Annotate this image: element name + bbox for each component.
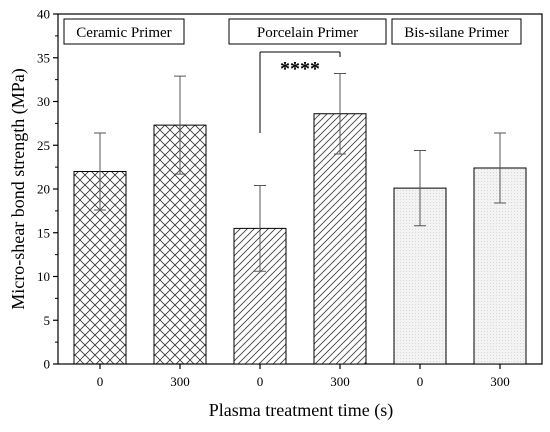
y-tick-label: 10 [37, 269, 50, 284]
group-label: Bis-silane Primer [404, 25, 509, 41]
y-tick-label: 5 [44, 313, 51, 328]
x-tick-label: 0 [257, 374, 264, 389]
plot-area: 0 5 10 15 20 25 30 35 40 0 300 0 300 0 300 Ceramic Prim… [37, 7, 543, 389]
y-tick-label: 40 [37, 7, 50, 22]
bar [313, 113, 367, 365]
x-axis-title: Plasma treatment time (s) [209, 400, 393, 421]
group-label-box [63, 18, 185, 45]
y-axis-title: Micro-shear bond strength (MPa) [8, 68, 29, 309]
group-label-box [228, 18, 387, 45]
y-tick-label: 0 [44, 357, 51, 372]
y-tick-label: 20 [37, 182, 50, 197]
y-tick-label: 30 [37, 94, 50, 109]
y-tick-label: 15 [37, 225, 50, 240]
y-tick-label: 35 [37, 50, 50, 65]
x-tick-label: 0 [417, 374, 424, 389]
significance-annotation: **** [280, 58, 320, 80]
x-tick-label: 300 [170, 374, 190, 389]
group-label-box [391, 18, 522, 45]
group-label: Ceramic Primer [76, 25, 171, 41]
x-tick-label: 300 [490, 374, 510, 389]
y-tick-label: 25 [37, 138, 50, 153]
x-tick-label: 0 [97, 374, 104, 389]
group-label: Porcelain Primer [257, 25, 358, 41]
x-tick-label: 300 [330, 374, 350, 389]
